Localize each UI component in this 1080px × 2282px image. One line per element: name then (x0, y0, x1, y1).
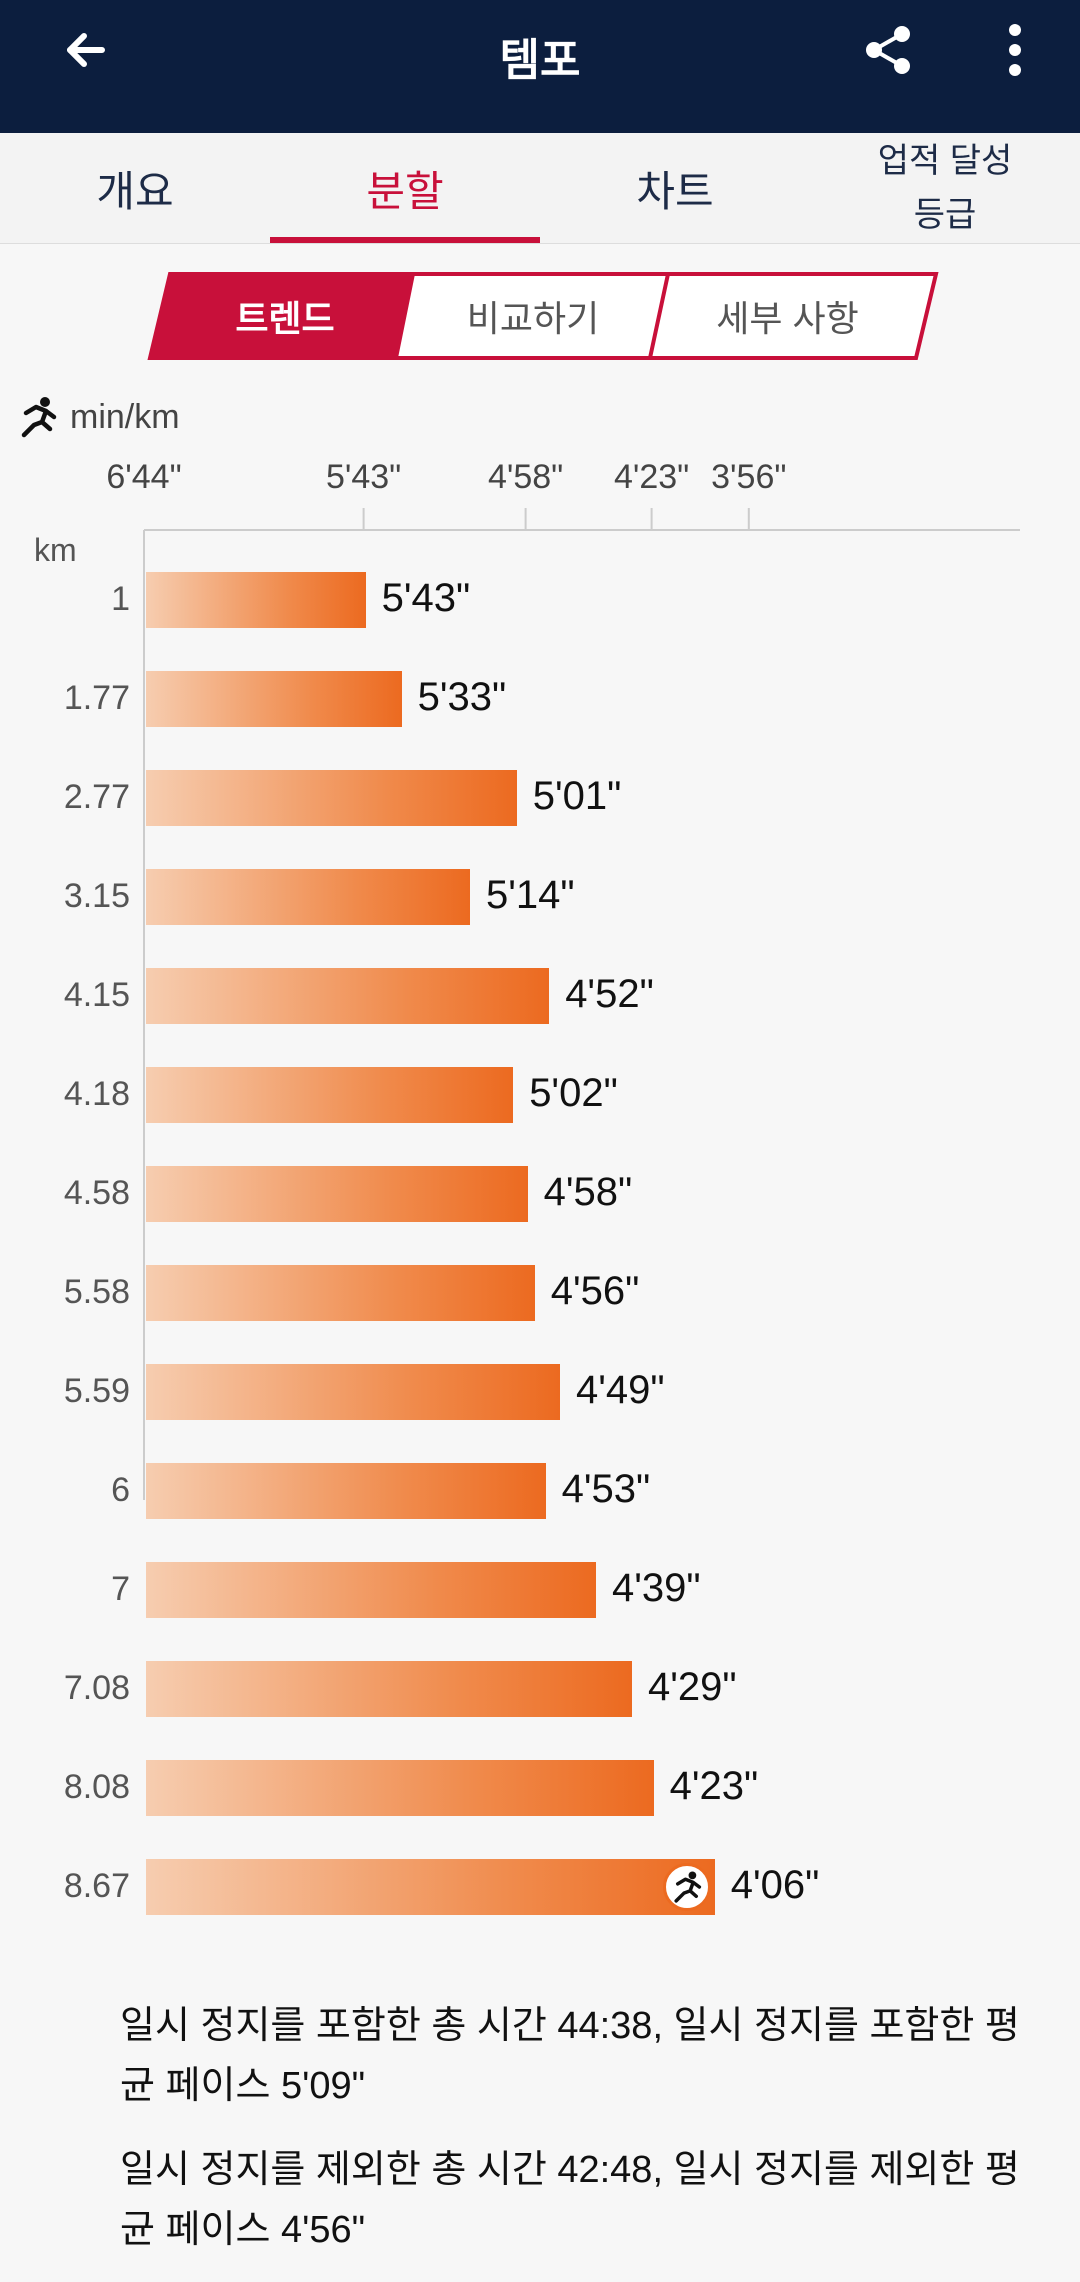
row-km-label: 4.18 (63, 1075, 130, 1113)
tab-splits[interactable]: 분할 (270, 133, 540, 243)
row-km-label: 8.08 (63, 1768, 130, 1806)
view-segmented-control: 트렌드 비교하기 세부 사항 (140, 272, 940, 360)
summary-without-pause: 일시 정지를 제외한 총 시간 42:48, 일시 정지를 제외한 평균 페이스… (120, 2149, 1020, 2251)
bar-value-label: 4'23" (669, 1764, 759, 1808)
bar-value-label: 5'02" (529, 1071, 618, 1115)
pace-bar[interactable] (146, 1661, 632, 1717)
pace-bar[interactable] (146, 1364, 560, 1420)
pace-bar[interactable] (146, 1463, 546, 1519)
bar-value-label: 5'14" (486, 873, 575, 917)
share-button[interactable] (858, 20, 922, 84)
segment-frame (147, 272, 939, 360)
pace-bar[interactable] (146, 1166, 528, 1222)
back-button[interactable] (52, 22, 116, 86)
page-title: 템포 (499, 36, 581, 85)
row-km-label: 4.15 (63, 976, 130, 1014)
segment-compare[interactable]: 비교하기 (466, 298, 600, 339)
row-km-label: 8.67 (63, 1867, 130, 1905)
x-tick-label: 4'58" (487, 458, 564, 496)
fastest-runner-icon (662, 1863, 711, 1911)
row-km-label: 5.58 (63, 1273, 130, 1311)
x-tick-label: 4'23" (613, 458, 690, 496)
segment-details[interactable]: 세부 사항 (716, 298, 859, 339)
tab-overview[interactable]: 개요 (96, 167, 174, 215)
arrow-left-icon (67, 33, 105, 67)
more-options-button[interactable] (985, 20, 1049, 84)
row-km-label: 4.58 (63, 1174, 130, 1212)
row-km-label: 1 (111, 580, 130, 618)
chart-axes (143, 508, 1020, 1500)
bar-value-label: 5'43" (381, 576, 471, 620)
pace-bar[interactable] (146, 1067, 514, 1123)
bar-value-label: 4'52" (565, 972, 654, 1016)
row-km-label: 6 (111, 1471, 130, 1509)
pace-bar[interactable] (146, 572, 366, 628)
tab-bar: 개요 분할 차트 업적 달성 등급 (0, 133, 1080, 244)
tab-achievements[interactable]: 업적 달성 등급 (877, 142, 1013, 234)
row-km-label: 1.77 (63, 679, 130, 717)
tab-charts[interactable]: 차트 (636, 167, 714, 215)
bar-value-label: 5'33" (417, 675, 507, 719)
row-km-label: 7.08 (63, 1669, 130, 1707)
pace-bar[interactable] (146, 968, 550, 1024)
x-tick-label: 5'43" (325, 458, 402, 496)
summary-with-pause: 일시 정지를 포함한 총 시간 44:38, 일시 정지를 포함한 평균 페이스… (120, 2005, 1020, 2107)
pace-bar[interactable] (146, 1859, 715, 1915)
row-km-label: 2.77 (63, 778, 130, 816)
row-km-label: 5.59 (63, 1372, 130, 1410)
share-icon (866, 26, 910, 74)
bar-value-label: 4'29" (648, 1665, 737, 1709)
bar-value-label: 4'58" (543, 1170, 633, 1214)
bar-value-label: 4'53" (561, 1467, 651, 1511)
y-axis-label: km (34, 532, 77, 568)
chart-unit-label: min/km (70, 397, 180, 436)
bar-value-label: 4'49" (576, 1368, 665, 1412)
row-km-label: 3.15 (63, 877, 130, 915)
pace-bar[interactable] (146, 1760, 654, 1816)
pace-bar[interactable] (146, 1562, 596, 1618)
row-km-label: 7 (111, 1570, 130, 1608)
bar-value-label: 4'06" (730, 1863, 820, 1907)
segment-trend[interactable]: 트렌드 (235, 298, 335, 339)
pace-bar[interactable] (146, 671, 402, 727)
pace-bar[interactable] (146, 770, 517, 826)
runner-icon (21, 397, 57, 438)
chart-unit-row: min/km (16, 392, 180, 442)
pace-bar[interactable] (146, 1265, 535, 1321)
pace-bar[interactable] (146, 869, 470, 925)
bar-value-label: 4'39" (612, 1566, 701, 1610)
bar-value-label: 5'01" (532, 774, 622, 818)
x-tick-label: 6'44" (106, 458, 182, 496)
more-vertical-icon (1009, 24, 1021, 76)
bar-value-label: 4'56" (550, 1269, 640, 1313)
x-tick-label: 3'56" (711, 458, 787, 496)
app-bar: 템포 (0, 0, 1080, 133)
